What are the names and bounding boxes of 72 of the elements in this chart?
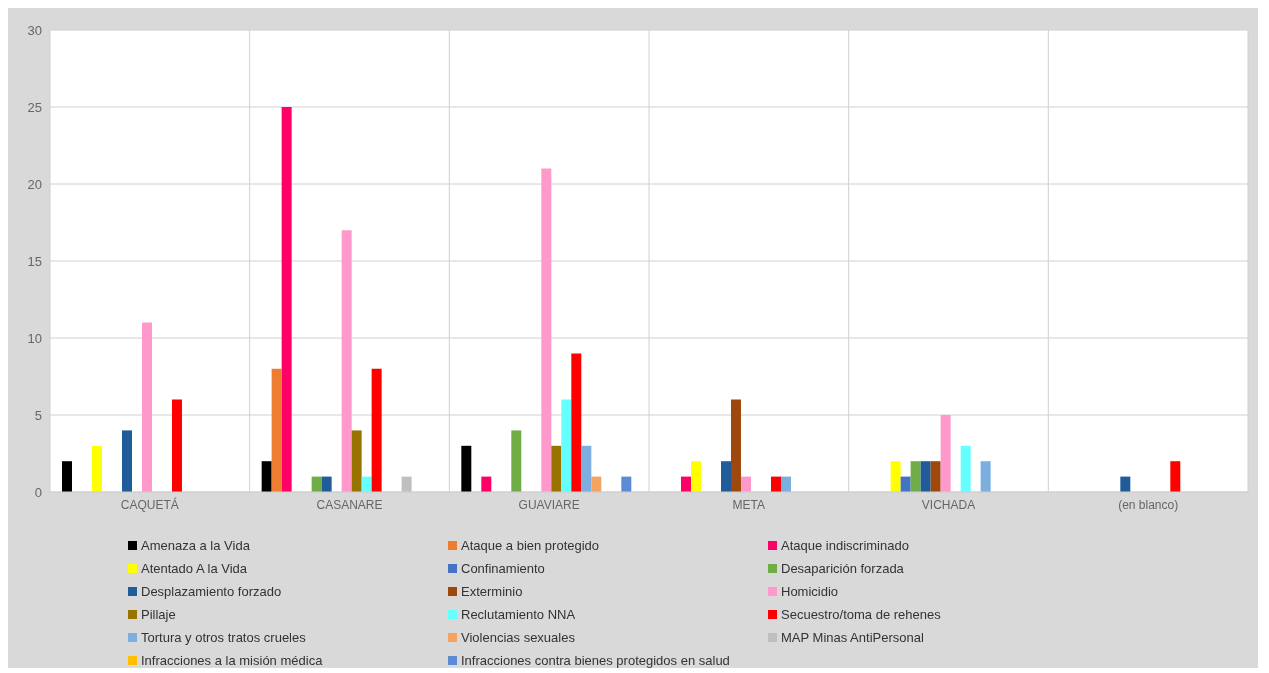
legend-label: Infracciones contra bienes protegidos en salud bbox=[461, 653, 730, 668]
bar bbox=[960, 445, 971, 492]
bar bbox=[361, 476, 372, 492]
bar bbox=[281, 107, 292, 492]
legend-label: Desaparición forzada bbox=[781, 561, 904, 576]
y-tick-label: 30 bbox=[27, 22, 42, 38]
bar bbox=[261, 461, 272, 492]
bar bbox=[511, 430, 522, 492]
x-tick-label: CAQUETÁ bbox=[120, 496, 179, 512]
legend-label: Reclutamiento NNA bbox=[461, 607, 576, 622]
bar bbox=[91, 445, 102, 492]
bar bbox=[680, 476, 691, 492]
x-tick-label: META bbox=[732, 497, 766, 512]
bar bbox=[401, 476, 412, 492]
legend-label: Desplazamiento forzado bbox=[141, 584, 282, 599]
bar bbox=[551, 445, 562, 492]
legend-label: MAP Minas AntiPersonal bbox=[781, 630, 924, 645]
legend-label: Amenaza a la Vida bbox=[141, 538, 250, 553]
bar bbox=[890, 461, 901, 492]
bar bbox=[1170, 461, 1181, 492]
bar bbox=[141, 322, 152, 492]
legend-label: Homicidio bbox=[781, 584, 839, 599]
bar bbox=[770, 476, 781, 492]
bar bbox=[591, 476, 602, 492]
y-tick-label: 5 bbox=[34, 407, 42, 423]
y-tick-label: 0 bbox=[34, 484, 42, 500]
bar bbox=[341, 230, 352, 492]
bar bbox=[351, 430, 362, 492]
legend-label: Ataque indiscriminado bbox=[781, 538, 909, 553]
x-tick-label: VICHADA bbox=[921, 497, 976, 512]
bar bbox=[541, 168, 552, 492]
bar bbox=[121, 430, 132, 492]
bar bbox=[930, 461, 941, 492]
legend-label: Pillaje bbox=[141, 607, 176, 622]
bar bbox=[910, 461, 921, 492]
bar bbox=[171, 399, 182, 492]
bar bbox=[371, 368, 382, 492]
legend-label: Violencias sexuales bbox=[461, 630, 575, 645]
y-tick-label: 25 bbox=[27, 99, 42, 115]
bar bbox=[481, 476, 492, 492]
y-tick-label: 20 bbox=[27, 176, 42, 192]
bar bbox=[461, 445, 472, 492]
x-tick-label: GUAVIARE bbox=[518, 497, 580, 512]
x-tick-label: (en blanco) bbox=[1118, 497, 1179, 512]
bar bbox=[730, 399, 741, 492]
bar bbox=[311, 476, 322, 492]
bar bbox=[900, 476, 911, 492]
bar bbox=[690, 461, 701, 492]
legend-label: Ataque a bien protegido bbox=[461, 538, 600, 553]
y-tick-label: 10 bbox=[27, 330, 42, 346]
bar bbox=[980, 461, 991, 492]
bar bbox=[571, 353, 582, 492]
legend-label: Infracciones a la misión médica bbox=[141, 653, 323, 668]
bar bbox=[581, 445, 592, 492]
bar bbox=[780, 476, 791, 492]
bar bbox=[940, 415, 951, 492]
legend-label: Confinamiento bbox=[461, 561, 545, 576]
bar bbox=[1120, 476, 1131, 492]
bar bbox=[621, 476, 632, 492]
bar bbox=[561, 399, 572, 492]
bar bbox=[321, 476, 332, 492]
bar bbox=[740, 476, 751, 492]
legend-label: Tortura y otros tratos crueles bbox=[141, 630, 306, 645]
bar bbox=[920, 461, 931, 492]
legend-label: Secuestro/toma de rehenes bbox=[781, 607, 941, 622]
y-tick-label: 15 bbox=[27, 253, 42, 269]
bar bbox=[271, 368, 282, 492]
legend-label: Exterminio bbox=[461, 584, 523, 599]
bar bbox=[61, 461, 72, 492]
bar bbox=[720, 461, 731, 492]
legend-label: Atentado A la Vida bbox=[141, 561, 248, 576]
x-tick-label: CASANARE bbox=[316, 497, 383, 512]
